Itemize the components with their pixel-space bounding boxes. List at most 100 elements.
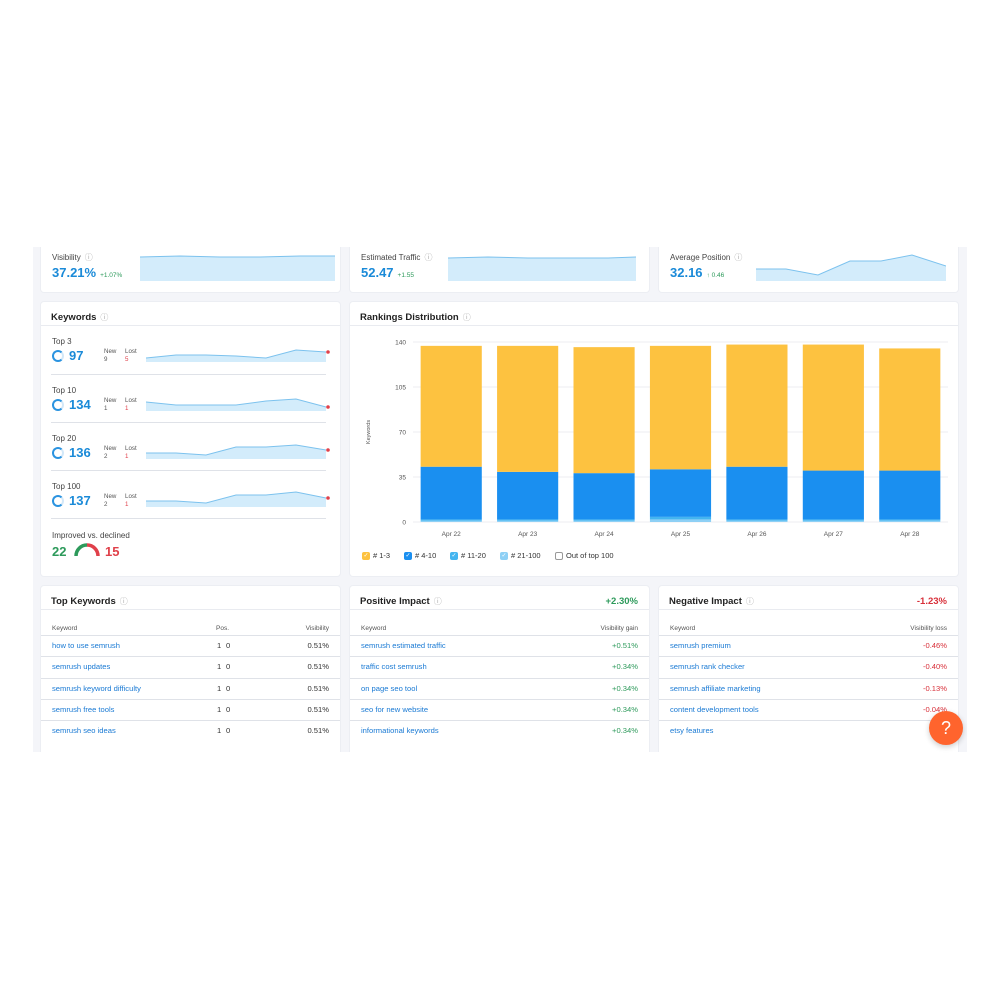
keyword-link[interactable]: on page seo tool — [361, 683, 418, 693]
column-header-visibility-loss[interactable]: Visibility loss — [910, 625, 947, 632]
keyword-group-value[interactable]: 97 — [69, 348, 84, 363]
help-button[interactable]: ? — [929, 711, 963, 745]
keyword-link[interactable]: content development tools — [670, 704, 759, 714]
bar-segment[interactable] — [573, 473, 635, 520]
keyword-link[interactable]: semrush estimated traffic — [361, 641, 446, 650]
visibility-gain-value: +0.34% — [612, 683, 638, 693]
checkbox-empty-icon[interactable] — [555, 552, 563, 560]
keyword-link[interactable]: how to use semrush — [52, 641, 120, 650]
bar-segment[interactable] — [879, 470, 941, 520]
keyword-link[interactable]: semrush updates — [52, 662, 111, 672]
bar-segment[interactable] — [726, 519, 788, 521]
keyword-link[interactable]: semrush affiliate marketing — [670, 683, 761, 693]
bar-segment[interactable] — [802, 519, 864, 521]
bar-segment[interactable] — [726, 520, 788, 522]
checkbox-checked-icon[interactable]: ✓ — [500, 552, 508, 560]
bar-segment[interactable] — [573, 519, 635, 521]
lost-count[interactable]: 1 — [125, 453, 129, 460]
bar-segment[interactable] — [573, 347, 635, 474]
checkbox-checked-icon[interactable]: ✓ — [450, 552, 458, 560]
checkbox-checked-icon[interactable]: ✓ — [362, 552, 370, 560]
info-icon[interactable]: ⓘ — [119, 597, 128, 606]
bar-segment[interactable] — [879, 519, 941, 521]
lost-count[interactable]: 1 — [125, 501, 129, 508]
column-header-keyword[interactable]: Keyword — [670, 625, 696, 632]
position-value: 1 — [217, 641, 222, 650]
bar-segment[interactable] — [497, 520, 559, 522]
positive-impact-total: +2.30% — [605, 596, 639, 607]
keyword-group-value[interactable]: 137 — [69, 493, 91, 508]
positive-impact-title: Positive Impact ⓘ — [360, 596, 442, 607]
legend-label[interactable]: # 1-3 — [373, 551, 391, 560]
info-icon[interactable]: ⓘ — [100, 313, 109, 322]
lost-count[interactable]: 1 — [125, 405, 129, 412]
row-divider — [350, 635, 649, 636]
negative-impact-card: Negative Impact ⓘ -1.23% Keyword Visibili… — [659, 586, 958, 752]
bar-segment[interactable] — [649, 469, 712, 517]
bar-segment[interactable] — [497, 519, 559, 521]
new-count[interactable]: 1 — [104, 405, 108, 412]
bar-segment[interactable] — [802, 470, 864, 520]
keyword-group-value[interactable]: 134 — [69, 397, 91, 412]
bar-segment[interactable] — [420, 345, 482, 467]
bar-segment[interactable] — [802, 520, 864, 522]
bar-segment[interactable] — [497, 345, 559, 472]
keyword-link[interactable]: informational keywords — [361, 726, 439, 736]
legend-label[interactable]: # 4-10 — [415, 551, 437, 560]
bar-segment[interactable] — [420, 519, 482, 521]
improved-count[interactable]: 22 — [52, 544, 67, 559]
row-divider — [41, 677, 340, 679]
keyword-link[interactable]: semrush rank checker — [670, 662, 745, 672]
column-header-visibility[interactable]: Visibility — [305, 625, 329, 632]
info-icon[interactable]: ⓘ — [433, 597, 442, 606]
keyword-link[interactable]: semrush seo ideas — [52, 726, 116, 736]
info-icon[interactable]: ⓘ — [745, 597, 754, 606]
bar-segment[interactable] — [420, 466, 482, 520]
bar-segment[interactable] — [573, 520, 635, 522]
column-header-visibility-gain[interactable]: Visibility gain — [600, 625, 638, 632]
keyword-link[interactable]: etsy features — [670, 726, 714, 736]
bar-segment[interactable] — [726, 466, 788, 520]
declined-count[interactable]: 15 — [105, 544, 120, 559]
new-count[interactable]: 2 — [104, 501, 108, 508]
keyword-link[interactable]: semrush free tools — [52, 704, 115, 714]
info-icon[interactable]: ⓘ — [734, 253, 743, 262]
legend-label[interactable]: Out of top 100 — [566, 551, 614, 560]
bar-segment[interactable] — [649, 345, 712, 470]
info-icon[interactable]: ⓘ — [84, 253, 93, 262]
position-change: 0 — [226, 683, 231, 693]
divider — [51, 374, 326, 375]
column-header-position[interactable]: Pos. — [216, 625, 230, 632]
x-tick-label: Apr 27 — [824, 531, 844, 538]
bar-segment[interactable] — [497, 471, 559, 520]
legend-label[interactable]: # 11-20 — [461, 551, 486, 560]
new-count[interactable]: 9 — [104, 356, 108, 363]
keyword-link[interactable]: semrush keyword difficulty — [52, 683, 141, 693]
rankings-distribution-card: Rankings Distribution ⓘ 140 105 70 35 0 Keywor… — [350, 302, 958, 576]
column-header-keyword[interactable]: Keyword — [361, 625, 387, 632]
legend-label[interactable]: # 21-100 — [511, 551, 541, 560]
keyword-link[interactable]: traffic cost semrush — [361, 662, 427, 672]
divider — [659, 609, 958, 610]
keyword-group-value[interactable]: 136 — [69, 445, 91, 460]
bar-segment[interactable] — [649, 519, 712, 522]
keyword-link[interactable]: semrush premium — [670, 641, 731, 650]
visibility-value: 37.21% +1.07% — [52, 265, 123, 280]
keyword-link[interactable]: seo for new website — [361, 704, 429, 714]
checkbox-checked-icon[interactable]: ✓ — [404, 552, 412, 560]
info-icon[interactable]: ⓘ — [424, 253, 433, 262]
lost-label: Lost — [125, 493, 137, 500]
visibility-gain-value: +0.34% — [612, 704, 638, 714]
new-count[interactable]: 2 — [104, 453, 108, 460]
info-icon[interactable]: ⓘ — [462, 313, 471, 322]
bar-segment[interactable] — [649, 516, 712, 520]
column-header-keyword[interactable]: Keyword — [52, 625, 78, 632]
divider — [41, 609, 340, 610]
bar-segment[interactable] — [879, 520, 941, 522]
bar-segment[interactable] — [420, 520, 482, 522]
bar-segment[interactable] — [879, 348, 941, 471]
lost-count[interactable]: 5 — [125, 356, 129, 363]
y-tick-label: 0 — [402, 520, 406, 527]
bar-segment[interactable] — [802, 344, 864, 471]
bar-segment[interactable] — [726, 344, 788, 467]
